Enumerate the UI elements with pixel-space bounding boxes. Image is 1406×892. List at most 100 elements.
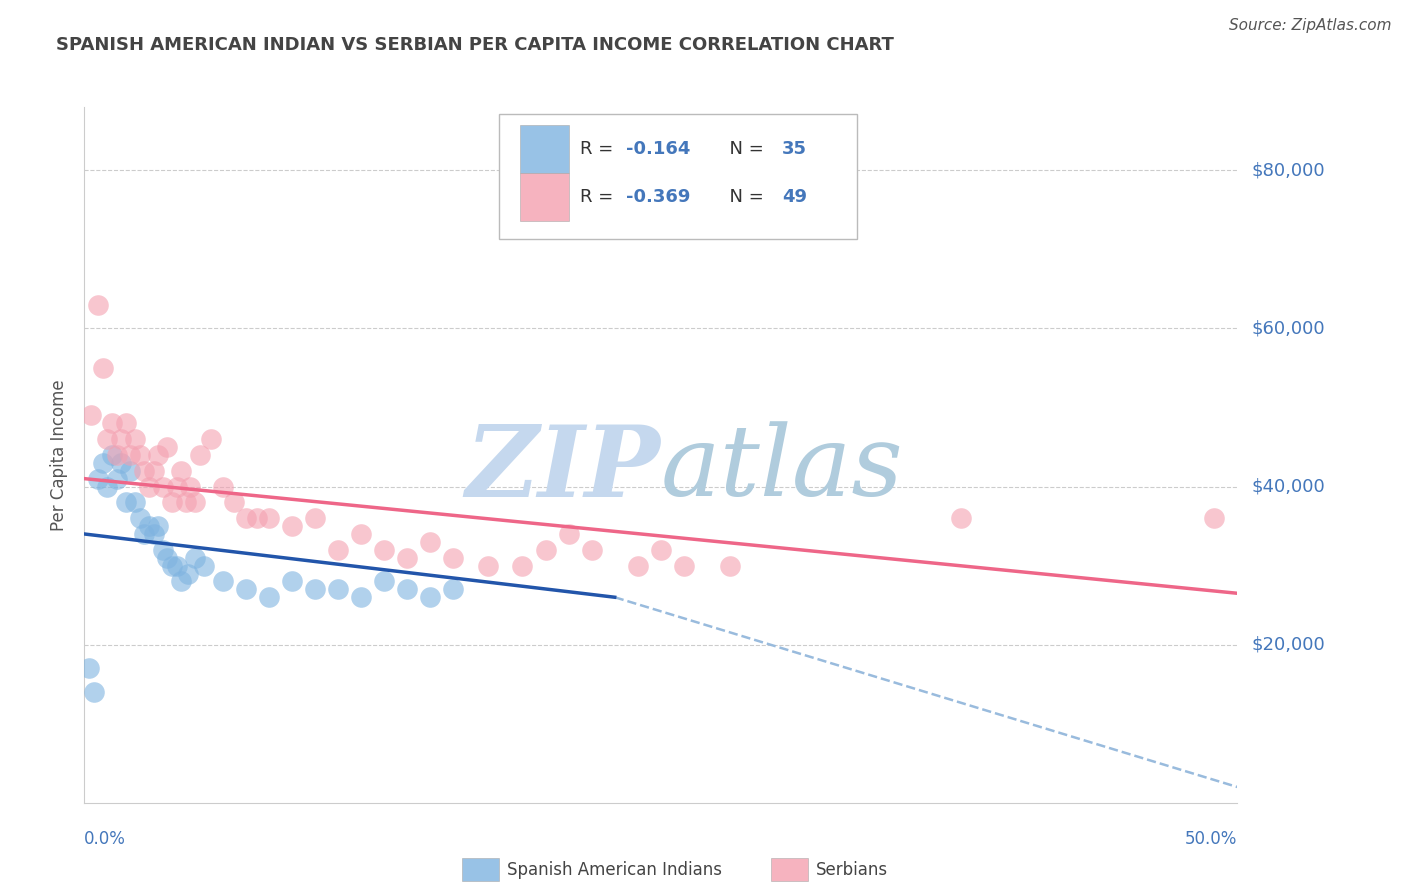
Point — [512, 558, 534, 573]
Point — [211, 574, 233, 589]
Point — [581, 542, 603, 557]
Point — [105, 448, 128, 462]
Point — [184, 495, 207, 509]
Point — [235, 582, 257, 597]
Point — [160, 558, 183, 573]
Text: 50.0%: 50.0% — [1185, 830, 1237, 847]
Point — [257, 591, 280, 605]
Point — [156, 550, 179, 565]
Point — [156, 440, 179, 454]
Point — [627, 558, 650, 573]
Point — [419, 591, 441, 605]
Text: $40,000: $40,000 — [1251, 477, 1324, 496]
Point — [110, 432, 132, 446]
Point — [105, 472, 128, 486]
Point — [124, 495, 146, 509]
Point — [101, 448, 124, 462]
Text: -0.164: -0.164 — [626, 140, 690, 158]
Point — [101, 417, 124, 431]
Point — [193, 558, 215, 573]
Text: $20,000: $20,000 — [1251, 636, 1324, 654]
Text: N =: N = — [718, 188, 770, 206]
Point — [235, 511, 257, 525]
Point — [115, 495, 138, 509]
Point — [281, 574, 304, 589]
Point — [110, 456, 132, 470]
Point — [211, 479, 233, 493]
Point — [441, 550, 464, 565]
Point — [170, 464, 193, 478]
Point — [87, 472, 110, 486]
Point — [120, 448, 142, 462]
Point — [477, 558, 499, 573]
Point — [80, 409, 103, 423]
Point — [650, 542, 672, 557]
Text: ZIP: ZIP — [465, 421, 661, 517]
Point — [246, 511, 269, 525]
Point — [373, 542, 395, 557]
Point — [87, 298, 110, 312]
Point — [96, 479, 118, 493]
Point — [718, 558, 741, 573]
Point — [304, 511, 326, 525]
Point — [96, 432, 118, 446]
Point — [174, 495, 197, 509]
Point — [83, 685, 105, 699]
Point — [152, 479, 174, 493]
Point — [134, 527, 156, 541]
Point — [200, 432, 222, 446]
Point — [350, 527, 373, 541]
Point — [152, 542, 174, 557]
Point — [257, 511, 280, 525]
Point — [281, 519, 304, 533]
Text: $60,000: $60,000 — [1251, 319, 1324, 337]
Point — [441, 582, 464, 597]
Point — [115, 417, 138, 431]
Point — [177, 566, 200, 581]
FancyBboxPatch shape — [499, 114, 856, 239]
Point — [949, 511, 972, 525]
Text: R =: R = — [581, 188, 619, 206]
Point — [142, 464, 165, 478]
Point — [224, 495, 246, 509]
Point — [166, 558, 188, 573]
Point — [170, 574, 193, 589]
Point — [373, 574, 395, 589]
Text: atlas: atlas — [661, 421, 904, 516]
Text: Serbians: Serbians — [817, 861, 889, 879]
Point — [146, 448, 169, 462]
Point — [419, 535, 441, 549]
Point — [534, 542, 557, 557]
Point — [326, 582, 349, 597]
Point — [396, 582, 419, 597]
Point — [77, 661, 100, 675]
Point — [396, 550, 419, 565]
Point — [138, 519, 160, 533]
Text: R =: R = — [581, 140, 619, 158]
Point — [91, 456, 114, 470]
Point — [138, 479, 160, 493]
Point — [304, 582, 326, 597]
Text: Source: ZipAtlas.com: Source: ZipAtlas.com — [1229, 18, 1392, 33]
Point — [91, 361, 114, 376]
Point — [184, 550, 207, 565]
Point — [134, 464, 156, 478]
Point — [557, 527, 579, 541]
Y-axis label: Per Capita Income: Per Capita Income — [51, 379, 69, 531]
Point — [179, 479, 201, 493]
Text: SPANISH AMERICAN INDIAN VS SERBIAN PER CAPITA INCOME CORRELATION CHART: SPANISH AMERICAN INDIAN VS SERBIAN PER C… — [56, 36, 894, 54]
Text: -0.369: -0.369 — [626, 188, 690, 206]
Point — [146, 519, 169, 533]
Point — [128, 511, 150, 525]
Point — [124, 432, 146, 446]
Text: 35: 35 — [782, 140, 807, 158]
Point — [120, 464, 142, 478]
Point — [128, 448, 150, 462]
Text: Spanish American Indians: Spanish American Indians — [508, 861, 723, 879]
Text: 0.0%: 0.0% — [84, 830, 127, 847]
Point — [188, 448, 211, 462]
Point — [350, 591, 373, 605]
Point — [160, 495, 183, 509]
FancyBboxPatch shape — [520, 125, 568, 173]
Text: N =: N = — [718, 140, 770, 158]
